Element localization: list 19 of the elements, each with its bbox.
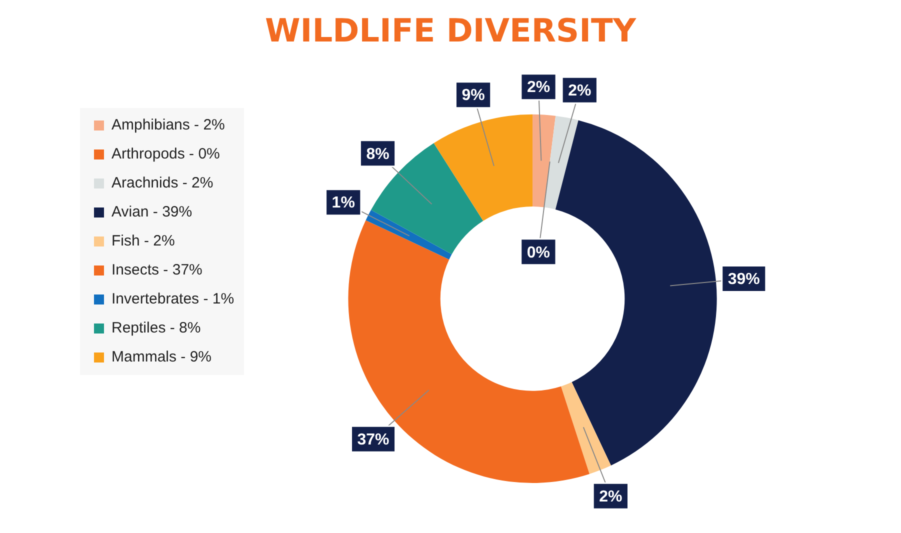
data-label: 2% xyxy=(599,488,622,506)
data-label: 37% xyxy=(357,432,390,449)
data-label: 39% xyxy=(728,271,760,288)
chart-title: WILDLIFE DIVERSITY xyxy=(265,12,637,50)
data-label: 1% xyxy=(332,194,355,212)
legend-label: Arachnids - 2% xyxy=(112,174,214,192)
text: 0% xyxy=(526,244,550,262)
data-label: 2% xyxy=(568,82,592,100)
legend-label: Invertebrates - 1% xyxy=(112,290,234,308)
legend-label: Mammals - 9% xyxy=(112,348,212,366)
legend-label: Fish - 2% xyxy=(112,232,175,250)
legend-label: Amphibians - 2% xyxy=(112,116,225,134)
legend-label: Avian - 39% xyxy=(112,204,192,221)
legend-label: Reptiles - 8% xyxy=(112,320,201,337)
data-label: 2% xyxy=(526,79,550,96)
data-label: 9% xyxy=(462,87,485,104)
data-label: 8% xyxy=(366,146,390,163)
legend-label: Arthropods - 0% xyxy=(112,146,220,163)
legend-label: Insects - 37% xyxy=(112,262,202,279)
